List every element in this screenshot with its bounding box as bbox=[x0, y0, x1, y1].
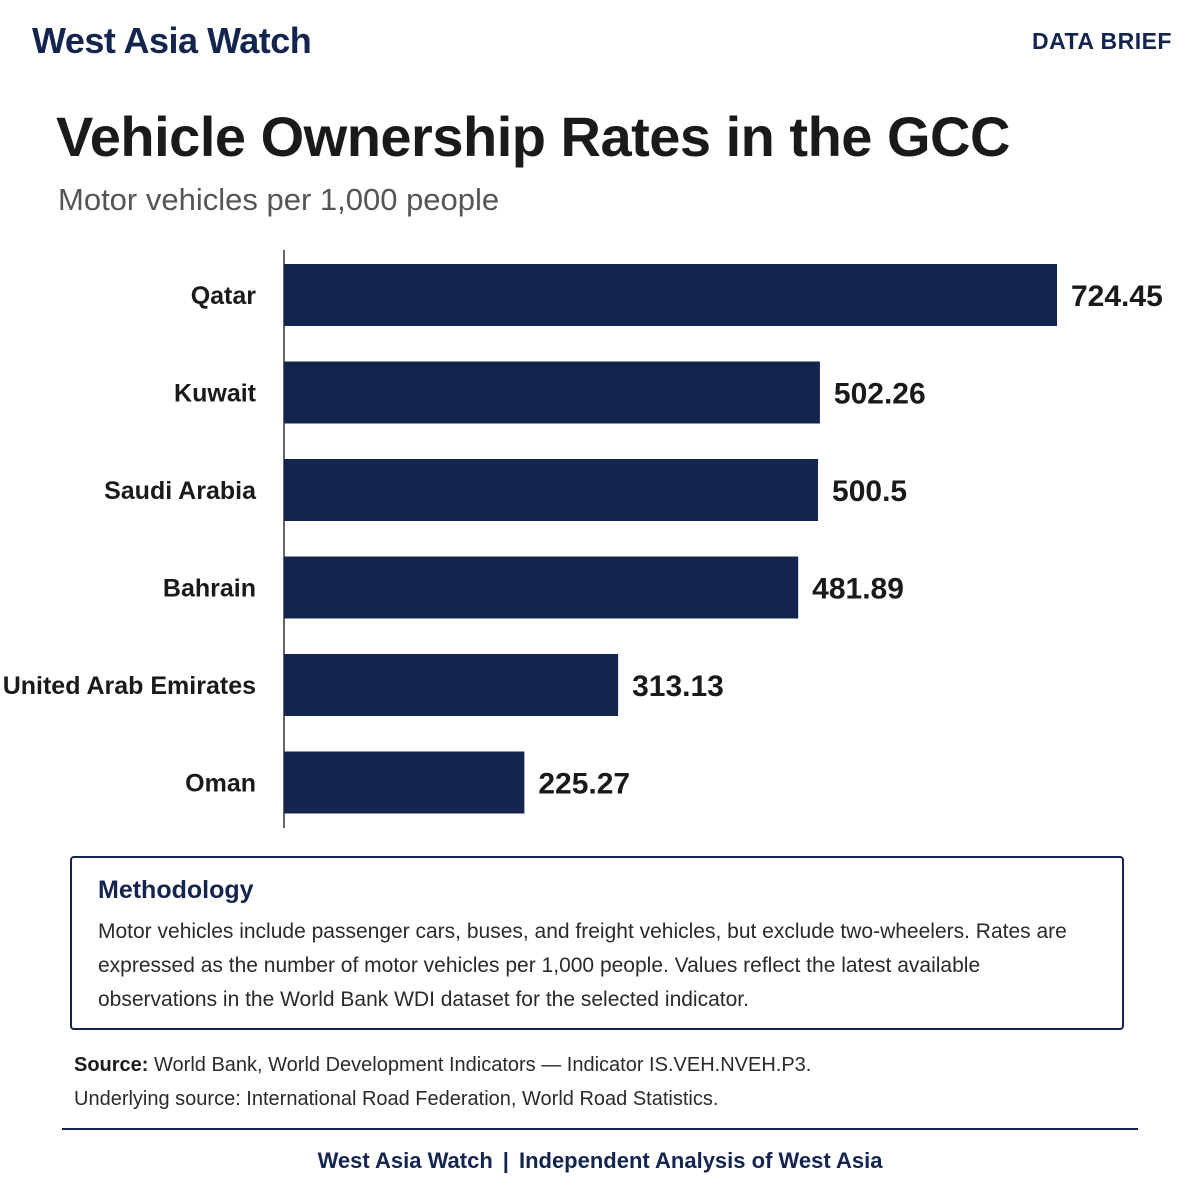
bars-group: Qatar 724.45 Kuwait 502.26 Saudi Arabia 500.5… bbox=[3, 264, 1163, 814]
source-text: World Bank, World Development Indicators… bbox=[154, 1054, 812, 1076]
category-label: Kuwait bbox=[174, 380, 257, 408]
source-line-1: Source: World Bank, World Development In… bbox=[74, 1048, 811, 1082]
methodology-box: Methodology Motor vehicles include passe… bbox=[70, 856, 1124, 1030]
bar-saudi-arabia bbox=[284, 459, 819, 521]
footer-tagline: Independent Analysis of West Asia bbox=[518, 1148, 883, 1173]
footer-separator: | bbox=[502, 1148, 509, 1173]
bar-chart: Qatar 724.45 Kuwait 502.26 Saudi Arabia 500.5… bbox=[3, 250, 1163, 828]
category-label: Bahrain bbox=[163, 575, 256, 603]
methodology-title: Methodology bbox=[98, 876, 254, 904]
bar-kuwait bbox=[284, 361, 820, 424]
source-note: Source: World Bank, World Development In… bbox=[74, 1048, 811, 1116]
data-brief-tag: DATA BRIEF bbox=[1031, 28, 1172, 54]
bar-qatar bbox=[284, 264, 1057, 326]
value-label: 502.26 bbox=[834, 378, 926, 411]
value-label: 724.45 bbox=[1071, 280, 1163, 313]
footer-divider bbox=[62, 1128, 1138, 1130]
bar-bahrain bbox=[284, 556, 799, 619]
bar-oman bbox=[284, 751, 525, 814]
bar-united-arab-emirates bbox=[284, 654, 619, 716]
category-label: Oman bbox=[185, 770, 256, 798]
footer-brand: West Asia Watch bbox=[317, 1148, 493, 1173]
footer: West Asia Watch | Independent Analysis of … bbox=[0, 1148, 1200, 1174]
methodology-text: Motor vehicles include passenger cars, b… bbox=[98, 920, 1067, 1011]
source-line-2: Underlying source: International Road Fe… bbox=[74, 1088, 719, 1110]
value-label: 500.5 bbox=[832, 475, 907, 508]
category-label: Qatar bbox=[191, 282, 257, 310]
chart-subtitle: Motor vehicles per 1,000 people bbox=[58, 182, 500, 217]
category-label: Saudi Arabia bbox=[104, 477, 257, 505]
brand-name: West Asia Watch bbox=[32, 20, 312, 61]
value-label: 481.89 bbox=[812, 573, 904, 606]
value-label: 313.13 bbox=[632, 670, 724, 703]
chart-title: Vehicle Ownership Rates in the GCC bbox=[56, 105, 1010, 168]
value-label: 225.27 bbox=[538, 768, 630, 801]
category-label: United Arab Emirates bbox=[3, 672, 256, 700]
source-label: Source: bbox=[74, 1054, 149, 1076]
